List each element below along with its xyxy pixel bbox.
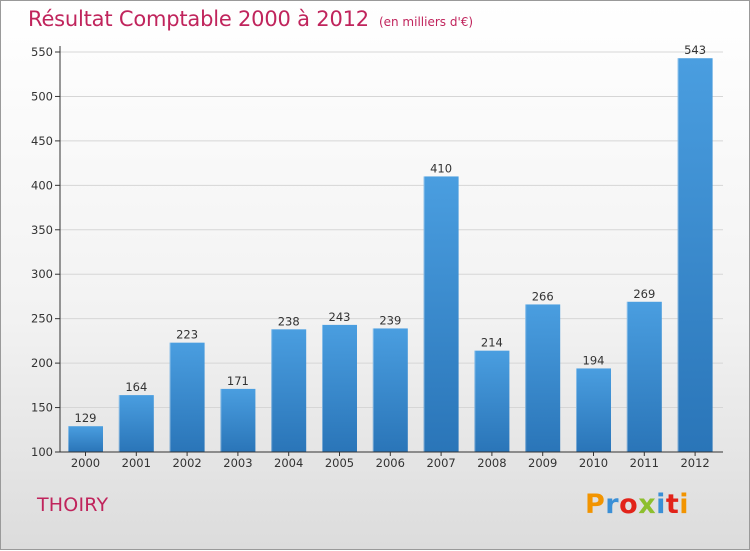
bar bbox=[372, 328, 408, 452]
bar bbox=[677, 58, 713, 452]
y-tick-label: 150 bbox=[31, 401, 53, 415]
bar bbox=[525, 304, 561, 452]
y-tick-label: 350 bbox=[31, 223, 53, 237]
brand-letter: o bbox=[619, 489, 639, 520]
x-tick-label: 2003 bbox=[223, 456, 252, 470]
bar bbox=[220, 388, 256, 452]
bar bbox=[423, 176, 459, 452]
y-tick-label: 400 bbox=[31, 178, 53, 192]
chart-subtitle: (en milliers d'€) bbox=[378, 15, 474, 29]
x-tick-label: 2002 bbox=[172, 456, 201, 470]
y-tick-label: 100 bbox=[31, 445, 53, 459]
bar bbox=[68, 426, 103, 452]
bar-value-label: 214 bbox=[481, 336, 503, 350]
bar-value-label: 239 bbox=[379, 313, 401, 327]
bar bbox=[474, 350, 510, 452]
y-tick-label: 200 bbox=[31, 356, 53, 370]
brand-letter: i bbox=[679, 489, 690, 520]
axes bbox=[55, 46, 723, 456]
labels: 100 150 200 250 300 350 400 450 500 550 129 2000 164… bbox=[31, 43, 710, 470]
bar-value-label: 269 bbox=[633, 287, 655, 301]
bar bbox=[576, 368, 611, 452]
x-tick-label: 2011 bbox=[630, 456, 659, 470]
bar-value-label: 543 bbox=[684, 43, 706, 57]
bar-value-label: 266 bbox=[532, 289, 554, 303]
bar-value-label: 171 bbox=[227, 374, 249, 388]
bar-value-label: 194 bbox=[583, 353, 605, 367]
x-tick-label: 2006 bbox=[376, 456, 405, 470]
bars bbox=[68, 58, 713, 452]
brand-letter: r bbox=[605, 489, 620, 520]
bar bbox=[271, 329, 307, 452]
bar bbox=[169, 342, 205, 452]
y-tick-label: 450 bbox=[31, 134, 53, 148]
chart-title-block: Résultat Comptable 2000 à 2012 (en millie… bbox=[28, 7, 473, 31]
x-tick-label: 2012 bbox=[680, 456, 709, 470]
x-tick-label: 2010 bbox=[579, 456, 608, 470]
bar-value-label: 223 bbox=[176, 328, 198, 342]
brand-letter: P bbox=[585, 489, 606, 520]
x-tick-label: 2008 bbox=[477, 456, 506, 470]
bar-value-label: 410 bbox=[430, 161, 452, 175]
x-tick-label: 2004 bbox=[274, 456, 303, 470]
bar-value-label: 243 bbox=[329, 310, 351, 324]
x-tick-label: 2001 bbox=[122, 456, 151, 470]
y-tick-label: 550 bbox=[31, 45, 53, 59]
town-name: THOIRY bbox=[37, 494, 109, 516]
x-tick-label: 2005 bbox=[325, 456, 354, 470]
bar-value-label: 238 bbox=[278, 314, 300, 328]
proxiti-logo: Proxiti bbox=[585, 489, 689, 520]
brand-letter: t bbox=[665, 489, 680, 520]
y-tick-label: 500 bbox=[31, 89, 53, 103]
y-tick-label: 250 bbox=[31, 312, 53, 326]
brand-letter: i bbox=[656, 489, 666, 520]
bar bbox=[322, 324, 357, 452]
y-tick-label: 300 bbox=[31, 267, 53, 281]
x-tick-label: 2000 bbox=[71, 456, 100, 470]
bar bbox=[118, 395, 154, 452]
x-tick-label: 2009 bbox=[528, 456, 557, 470]
x-tick-label: 2007 bbox=[426, 456, 455, 470]
bar-value-label: 129 bbox=[75, 411, 97, 425]
bar bbox=[626, 301, 662, 452]
bar-value-label: 164 bbox=[125, 380, 147, 394]
brand-letter: x bbox=[638, 489, 657, 520]
chart-title: Résultat Comptable 2000 à 2012 bbox=[28, 7, 369, 31]
